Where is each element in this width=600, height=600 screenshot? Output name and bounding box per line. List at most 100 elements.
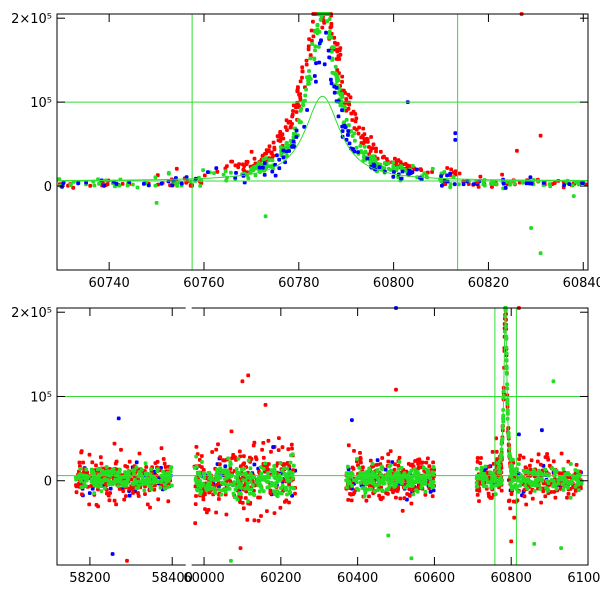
green-point xyxy=(200,483,205,488)
green-point xyxy=(520,180,525,185)
red-point xyxy=(364,498,369,503)
green-point xyxy=(220,488,224,493)
blue-point xyxy=(329,77,333,82)
green-point xyxy=(362,479,367,483)
green-point xyxy=(215,470,219,474)
green-point xyxy=(556,481,561,486)
red-point xyxy=(88,183,93,188)
blue-point xyxy=(346,129,351,133)
green-point xyxy=(402,485,407,490)
green-point xyxy=(288,478,293,483)
green-point xyxy=(107,478,112,483)
red-point xyxy=(240,501,245,505)
blue-outlier-point xyxy=(350,418,354,422)
red-point xyxy=(242,164,247,168)
green-point xyxy=(307,74,312,79)
green-point xyxy=(248,472,253,476)
red-point xyxy=(346,498,351,502)
green-point xyxy=(291,463,296,468)
green-point xyxy=(285,466,290,471)
red-point xyxy=(386,492,390,496)
green-point xyxy=(369,480,373,485)
green-point xyxy=(394,470,399,475)
red-point xyxy=(120,182,125,186)
green-point xyxy=(132,472,136,476)
green-point xyxy=(270,158,275,163)
red-point xyxy=(445,166,450,170)
red-point xyxy=(549,490,553,494)
red-point xyxy=(294,105,298,110)
green-point xyxy=(149,486,154,491)
green-point xyxy=(573,468,578,472)
red-point xyxy=(351,109,356,114)
green-point xyxy=(338,92,343,97)
green-point xyxy=(423,482,428,486)
green-point xyxy=(197,470,202,475)
green-point xyxy=(390,478,394,483)
green-point xyxy=(355,457,359,461)
red-point xyxy=(99,461,104,466)
red-point xyxy=(391,490,395,495)
blue-point xyxy=(346,133,350,137)
red-point xyxy=(272,511,277,515)
green-point xyxy=(229,170,233,175)
blue-point xyxy=(60,184,64,189)
red-point xyxy=(131,491,135,495)
red-point xyxy=(521,455,526,460)
blue-point xyxy=(356,150,360,154)
blue-point xyxy=(305,108,309,112)
green-point xyxy=(482,484,486,489)
red-point xyxy=(119,447,123,452)
green-point xyxy=(483,464,488,469)
blue-point xyxy=(399,176,403,181)
red-point xyxy=(522,494,527,499)
green-point xyxy=(525,486,530,491)
green-point xyxy=(486,480,491,485)
green-point xyxy=(167,476,172,481)
red-point xyxy=(162,461,167,466)
green-point xyxy=(354,145,359,150)
red-point xyxy=(217,497,221,501)
green-point xyxy=(103,478,108,483)
red-point xyxy=(265,509,269,513)
green-point xyxy=(198,479,202,483)
red-point xyxy=(310,38,314,43)
green-point xyxy=(118,478,123,483)
green-point xyxy=(272,489,276,493)
red-point xyxy=(368,149,373,153)
green-point xyxy=(169,483,174,488)
red-point xyxy=(340,80,344,84)
blue-point xyxy=(312,74,317,78)
red-point xyxy=(329,22,334,26)
green-point xyxy=(251,483,255,488)
blue-point xyxy=(273,173,278,178)
blue-point xyxy=(206,170,210,174)
red-point xyxy=(356,131,361,136)
blue-point xyxy=(428,490,433,494)
red-point xyxy=(543,494,548,499)
x-tick-label: 60840 xyxy=(563,276,600,291)
blue-point xyxy=(541,181,546,185)
blue-point xyxy=(214,166,219,171)
green-point xyxy=(246,176,251,181)
green-outlier-point xyxy=(409,556,414,561)
red-point xyxy=(574,463,579,467)
green-point xyxy=(198,492,203,496)
y-tick-label: 0 xyxy=(44,475,52,490)
blue-point xyxy=(351,147,355,151)
red-point xyxy=(224,512,229,517)
blue-point xyxy=(261,165,265,170)
green-point xyxy=(258,465,263,470)
green-point xyxy=(275,494,280,499)
green-point xyxy=(430,166,435,171)
red-point xyxy=(249,149,254,154)
blue-outlier-point xyxy=(116,416,121,421)
red-point xyxy=(398,496,403,501)
green-point xyxy=(312,56,317,61)
green-point xyxy=(166,485,171,489)
blue-point xyxy=(134,460,139,465)
red-point xyxy=(269,449,273,454)
red-point xyxy=(393,156,397,161)
